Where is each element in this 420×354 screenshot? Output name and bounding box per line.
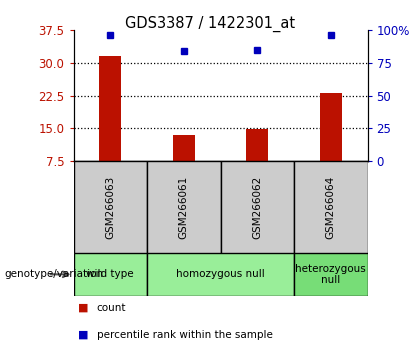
Bar bbox=[147, 253, 294, 296]
Text: GSM266061: GSM266061 bbox=[179, 176, 189, 239]
Text: GSM266064: GSM266064 bbox=[326, 176, 336, 239]
Bar bbox=[173, 135, 195, 161]
Text: percentile rank within the sample: percentile rank within the sample bbox=[97, 330, 273, 339]
Bar bbox=[220, 161, 294, 253]
Bar bbox=[294, 161, 368, 253]
Text: GSM266062: GSM266062 bbox=[252, 176, 262, 239]
Bar bbox=[74, 253, 147, 296]
Bar bbox=[147, 161, 220, 253]
Text: GSM266063: GSM266063 bbox=[105, 176, 115, 239]
Text: genotype/variation: genotype/variation bbox=[4, 269, 103, 279]
Bar bbox=[294, 253, 368, 296]
Bar bbox=[246, 129, 268, 161]
Text: GDS3387 / 1422301_at: GDS3387 / 1422301_at bbox=[125, 16, 295, 32]
Bar bbox=[99, 56, 121, 161]
Text: homozygous null: homozygous null bbox=[176, 269, 265, 279]
Text: count: count bbox=[97, 303, 126, 313]
Text: ■: ■ bbox=[78, 303, 88, 313]
Text: heterozygous
null: heterozygous null bbox=[295, 263, 366, 285]
Text: wild type: wild type bbox=[87, 269, 134, 279]
Bar bbox=[74, 161, 147, 253]
Bar bbox=[320, 93, 342, 161]
Text: ■: ■ bbox=[78, 330, 88, 339]
